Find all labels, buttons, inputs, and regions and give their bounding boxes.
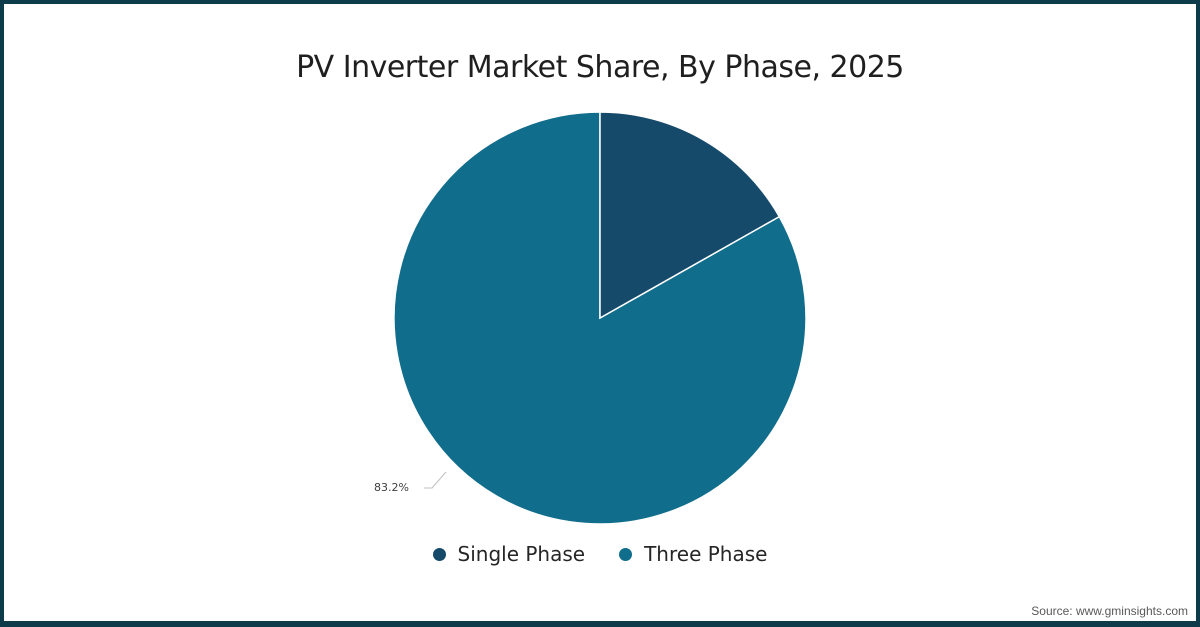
slice-three-phase[interactable] bbox=[393, 111, 807, 525]
legend-label: Three Phase bbox=[644, 542, 768, 566]
label-leader-line bbox=[424, 471, 447, 489]
legend-item-three-phase[interactable]: Three Phase bbox=[619, 542, 767, 566]
legend-item-single-phase[interactable]: Single Phase bbox=[432, 542, 586, 566]
chart-title: PV Inverter Market Share, By Phase, 2025 bbox=[296, 50, 904, 85]
slice-single-phase[interactable] bbox=[599, 111, 781, 320]
legend-marker-icon bbox=[619, 547, 633, 561]
data-label-three-phase: 83.2% bbox=[374, 481, 409, 494]
legend: Single Phase Three Phase bbox=[0, 542, 1200, 566]
source-note: Source: www.gminsights.com bbox=[1031, 604, 1188, 618]
legend-label: Single Phase bbox=[457, 542, 586, 566]
legend-marker-icon bbox=[432, 547, 446, 561]
